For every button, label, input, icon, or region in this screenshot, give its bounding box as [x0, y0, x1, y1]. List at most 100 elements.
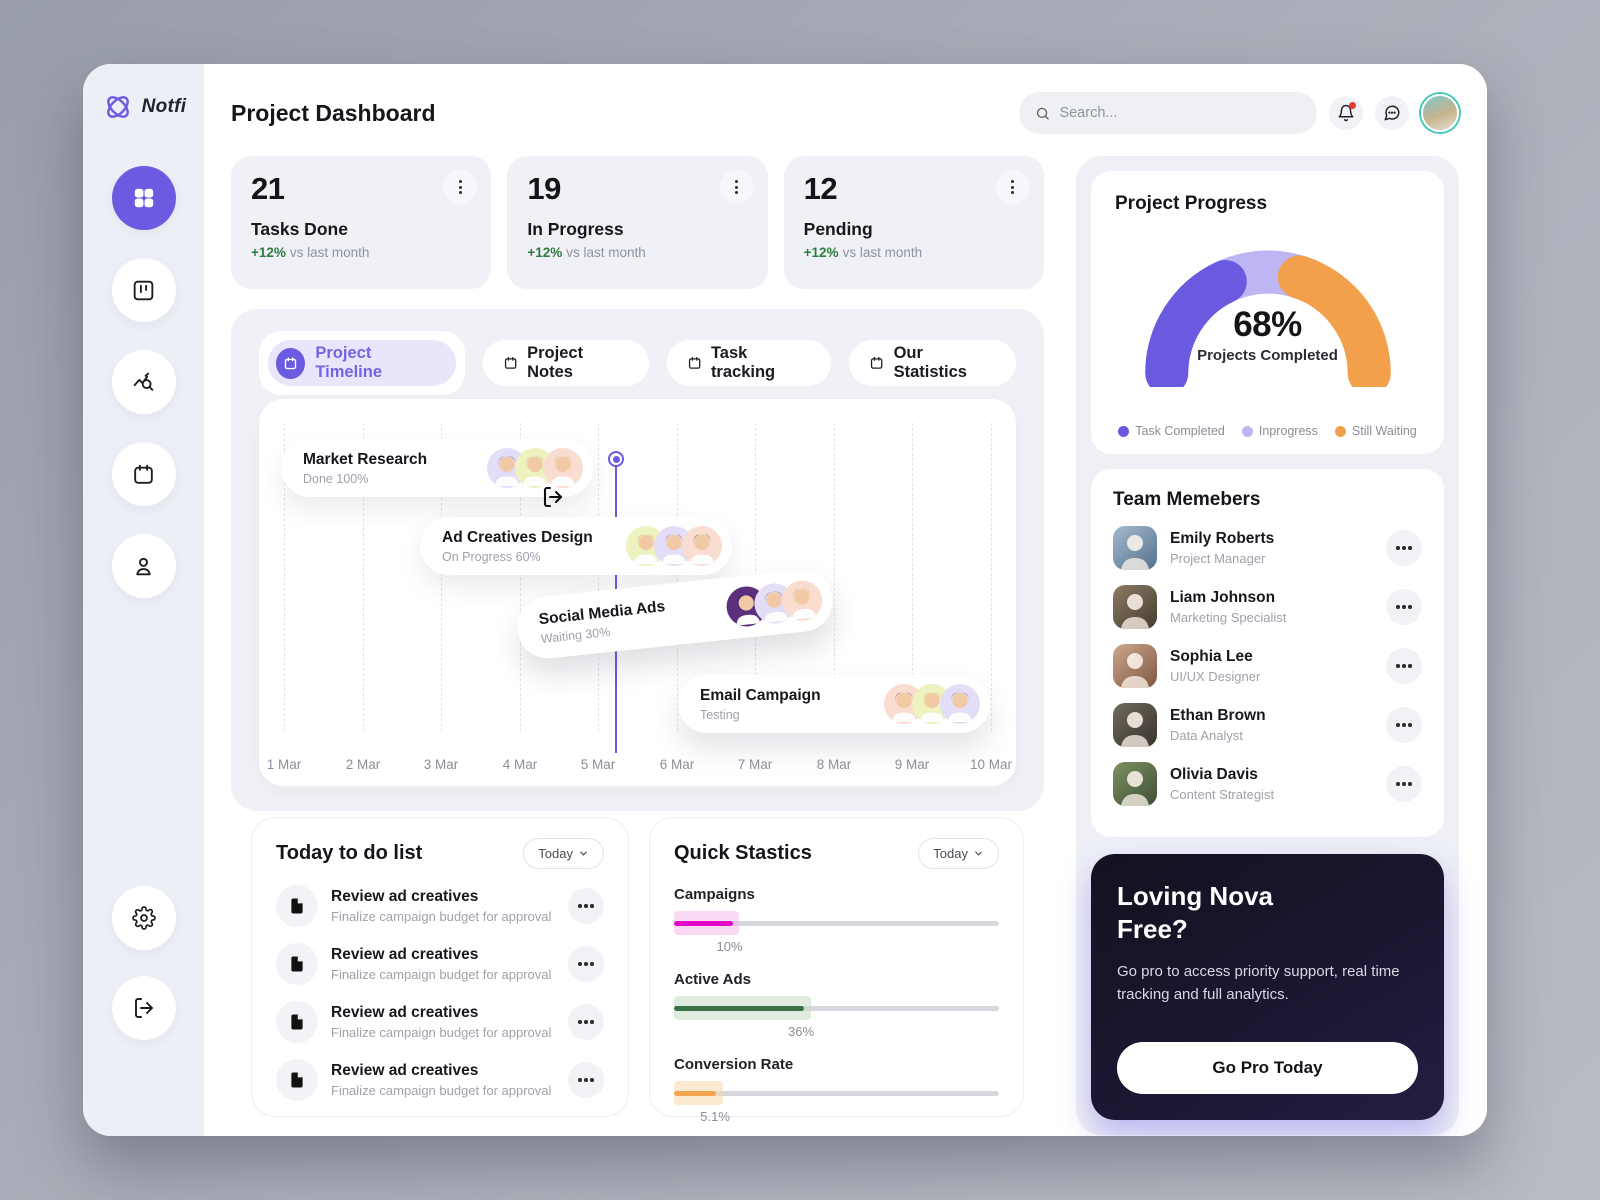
stat-delta: +12% vs last month [803, 245, 923, 260]
stat-label: In Progress [527, 219, 624, 239]
tab-project-timeline[interactable]: Project Timeline [268, 340, 456, 386]
calendar-icon [134, 464, 153, 484]
sidebar-item-calendar[interactable] [111, 442, 176, 506]
logo: Notfi [101, 90, 187, 124]
topbar: Project Dashboard [231, 84, 1459, 142]
timeline-date-label: 10 Mar [969, 757, 1013, 772]
todo-item-menu-button[interactable] [568, 946, 604, 982]
stat-card-menu-button[interactable] [719, 170, 754, 204]
team-member-row[interactable]: Sophia Lee UI/UX Designer [1113, 644, 1422, 688]
stat-card-menu-button[interactable] [443, 170, 478, 204]
team-members-card: Team Memebers Emily Roberts Project Manag… [1091, 469, 1444, 837]
today-indicator-marker [608, 451, 624, 467]
tab-project-notes[interactable]: Project Notes [482, 340, 649, 386]
member-menu-button[interactable] [1386, 589, 1422, 625]
stat-value: 19 [527, 171, 561, 206]
timeline-date-label: 7 Mar [737, 757, 773, 772]
stat-card-menu-button[interactable] [995, 170, 1030, 204]
stat-card-pending: 12 Pending +12% vs last month [783, 156, 1044, 289]
task-avatars [884, 684, 980, 724]
project-progress-card: Project Progress 68% Projects Completed [1091, 171, 1444, 454]
member-photo [1113, 703, 1157, 747]
sidebar-item-kanban[interactable] [111, 258, 176, 322]
sidebar-item-logout[interactable] [111, 976, 176, 1040]
go-pro-button[interactable]: Go Pro Today [1117, 1042, 1418, 1094]
todo-item[interactable]: Review ad creatives Finalize campaign bud… [276, 1059, 604, 1101]
export-task-icon[interactable] [541, 485, 565, 509]
search-icon [1036, 107, 1049, 120]
file-icon [276, 943, 318, 985]
legend-dot [1118, 425, 1130, 437]
member-menu-button[interactable] [1386, 766, 1422, 802]
sidebar-item-settings[interactable] [111, 886, 176, 950]
gauge-legend: Task Completed Inprogress Still Waiting [1115, 424, 1420, 438]
member-photo [1113, 585, 1157, 629]
team-members-title: Team Memebers [1113, 489, 1261, 510]
avatar [682, 526, 722, 566]
gauge-percent: 68% [1233, 305, 1302, 344]
calendar-icon [504, 356, 517, 369]
legend-dot [1241, 425, 1253, 437]
stat-label: Tasks Done [251, 219, 348, 239]
tab-task-tracking[interactable]: Task tracking [666, 340, 832, 386]
todo-item-menu-button[interactable] [568, 1062, 604, 1098]
timeline-task-ad-creatives[interactable]: Ad Creatives Design On Progress 60% [420, 517, 732, 575]
todo-item-menu-button[interactable] [568, 1004, 604, 1040]
sidebar-item-profile[interactable] [111, 534, 176, 598]
file-icon [276, 885, 318, 927]
user-avatar[interactable] [1421, 94, 1459, 132]
team-member-row[interactable]: Olivia Davis Content Strategist [1113, 762, 1422, 806]
task-avatars [626, 526, 722, 566]
timeline-task-email-campaign[interactable]: Email Campaign Testing [678, 675, 990, 733]
member-menu-button[interactable] [1386, 530, 1422, 566]
timeline-date-label: 6 Mar [659, 757, 695, 772]
timeline-date-label: 9 Mar [894, 757, 930, 772]
notifications-button[interactable] [1329, 96, 1363, 130]
member-menu-button[interactable] [1386, 648, 1422, 684]
todo-item-menu-button[interactable] [568, 888, 604, 924]
progress-gauge: 68% Projects Completed [1118, 219, 1418, 395]
person-icon [136, 557, 151, 575]
todo-title: Today to do list [276, 842, 423, 864]
search-input[interactable] [1059, 105, 1301, 121]
timeline-date-label: 2 Mar [345, 757, 381, 772]
logout-icon [134, 998, 153, 1018]
metric-value: 10% [716, 939, 743, 954]
tab-our-statistics[interactable]: Our Statistics [849, 340, 1016, 386]
quick-statistics-title: Quick Stastics [674, 842, 812, 864]
todo-item[interactable]: Review ad creatives Finalize campaign bud… [276, 885, 604, 927]
todo-item[interactable]: Review ad creatives Finalize campaign bud… [276, 943, 604, 985]
metric-label: Campaigns [674, 886, 755, 903]
task-avatars [487, 448, 583, 488]
todo-filter-dropdown[interactable]: Today [523, 838, 604, 869]
tabs: Project Timeline Project Notes Task trac… [259, 331, 1016, 395]
member-photo [1113, 644, 1157, 688]
chevron-down-icon [580, 851, 587, 856]
notification-badge [1349, 102, 1356, 109]
metric-value: 36% [788, 1024, 815, 1039]
member-menu-button[interactable] [1386, 707, 1422, 743]
todo-item[interactable]: Review ad creatives Finalize campaign bud… [276, 1001, 604, 1043]
timeline-date-label: 8 Mar [816, 757, 852, 772]
timeline-panel: Market Research Done 100% Ad Creatives [259, 399, 1016, 786]
quick-statistics-card: Quick Stastics Today Campaigns 10% Activ… [649, 817, 1024, 1124]
quick-statistics-filter-dropdown[interactable]: Today [918, 838, 999, 869]
team-member-row[interactable]: Emily Roberts Project Manager [1113, 526, 1422, 570]
stats-row: 21 Tasks Done +12% vs last month 19 In Pr… [231, 156, 1044, 289]
timeline-task-market-research[interactable]: Market Research Done 100% [281, 439, 593, 497]
team-member-row[interactable]: Ethan Brown Data Analyst [1113, 703, 1422, 747]
messages-button[interactable] [1375, 96, 1409, 130]
calendar-icon [276, 347, 306, 379]
timeline-date-label: 1 Mar [266, 757, 302, 772]
active-ads-progress-bar [674, 996, 999, 1020]
timeline-date-label: 5 Mar [580, 757, 616, 772]
team-member-row[interactable]: Liam Johnson Marketing Specialist [1113, 585, 1422, 629]
search-bar[interactable] [1019, 92, 1317, 134]
timeline-task-social-media-ads[interactable]: Social Media Ads Waiting 30% [514, 566, 836, 662]
go-pro-banner: Loving Nova Free? Go pro to access prior… [1091, 854, 1444, 1120]
promo-body: Go pro to access priority support, real … [1117, 963, 1400, 1004]
sidebar-item-analytics[interactable] [111, 350, 176, 414]
gauge-caption: Projects Completed [1197, 347, 1338, 364]
metric-value: 5.1% [700, 1109, 730, 1124]
sidebar-item-dashboard[interactable] [111, 166, 176, 230]
